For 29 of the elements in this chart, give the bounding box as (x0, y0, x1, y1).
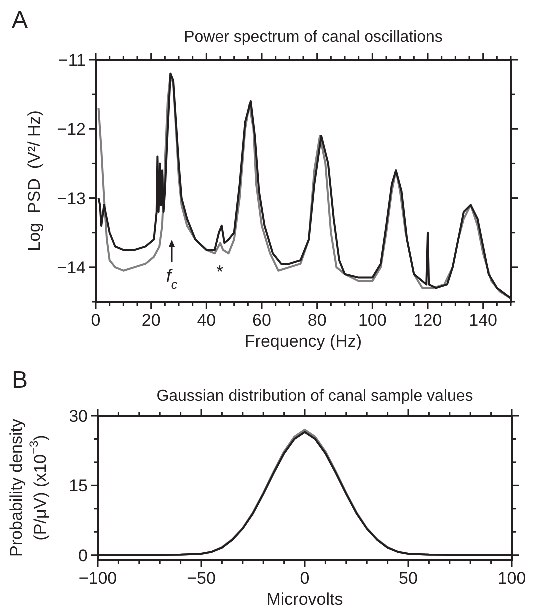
x-tick-label: 100 (498, 569, 526, 588)
annotation: f$_{c}$ (166, 266, 178, 292)
y-tick-label: 15 (69, 476, 88, 496)
y-axis-title: Log PSD (V²/ Hz) (25, 110, 44, 252)
y-tick-label: −13 (57, 189, 86, 208)
text: B (12, 367, 28, 394)
x-tick-label: 80 (308, 311, 327, 330)
chart-title: Power spectrum of canal oscillations (184, 29, 443, 46)
x-tick-label: 100 (358, 311, 387, 330)
x-tick-label: 140 (469, 311, 498, 330)
x-tick-label: 50 (399, 569, 418, 588)
chart-title: Gaussian distribution of canal sample values (156, 388, 474, 405)
y-tick-label: 30 (69, 407, 88, 426)
y-tick-label: −12 (57, 120, 86, 140)
y-tick-label: 0 (78, 546, 88, 566)
x-tick-label: 120 (414, 311, 442, 330)
x-tick-label: 60 (252, 311, 272, 330)
x-axis-title: Microvolts (266, 590, 344, 607)
x-tick-label: −100 (78, 569, 118, 588)
annotation: * (216, 262, 224, 282)
text: A (12, 7, 28, 34)
x-tick-label: 20 (142, 311, 161, 330)
x-tick-label: 40 (197, 311, 216, 330)
x-tick-label: −50 (187, 569, 216, 588)
y-tick-label: −14 (57, 258, 86, 278)
y-tick-label: −11 (58, 51, 86, 70)
x-tick-label: 0 (300, 569, 310, 588)
x-axis-title: Frequency (Hz) (244, 332, 362, 351)
x-tick-label: 0 (91, 311, 101, 330)
